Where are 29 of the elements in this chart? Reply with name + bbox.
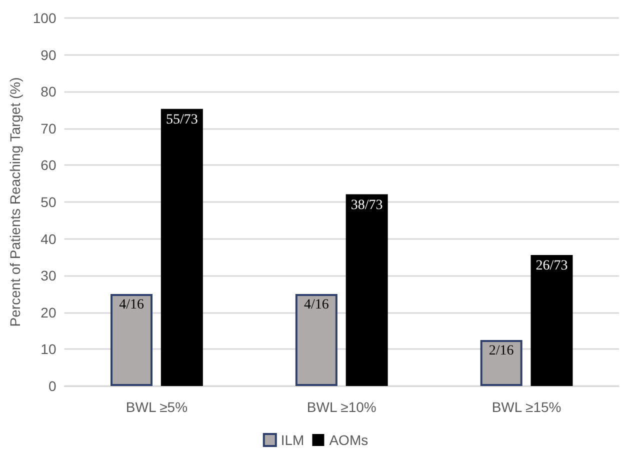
x-tick-label: BWL ≥10% — [306, 399, 376, 415]
y-tick-label: 50 — [40, 194, 56, 210]
annotation: 4/16 — [119, 298, 144, 312]
annotation: 26/73 — [536, 258, 568, 274]
x-tick-label: BWL ≥15% — [492, 399, 562, 415]
bar — [480, 340, 522, 386]
y-axis-title: Percent of Patients Reaching Target (%) — [7, 77, 23, 327]
annotation: 55/73 — [166, 112, 198, 128]
annotation: 4/16 — [304, 298, 329, 312]
y-tick-label: 80 — [40, 84, 56, 100]
y-tick-label: 70 — [40, 120, 56, 136]
bar — [160, 108, 203, 386]
y-tick-label: 60 — [40, 157, 56, 174]
legend-label: ILM — [280, 432, 304, 448]
annotation: 2/16 — [488, 344, 514, 358]
x-tick-label: BWL ≥5% — [126, 399, 188, 415]
y-tick-label: 90 — [40, 46, 56, 63]
y-tick-label: 40 — [40, 230, 56, 247]
bar — [110, 294, 153, 386]
annotation: 38/73 — [350, 198, 383, 213]
y-tick-label: 30 — [40, 268, 56, 284]
y-tick-label: 100 — [32, 10, 56, 26]
legend-label: AOMs — [329, 432, 368, 448]
bar — [530, 254, 573, 386]
bar — [295, 294, 338, 386]
y-tick-label: 0 — [48, 378, 56, 394]
y-tick-label: 20 — [40, 304, 56, 320]
y-tick-label: 10 — [40, 341, 56, 358]
bar — [346, 194, 388, 386]
